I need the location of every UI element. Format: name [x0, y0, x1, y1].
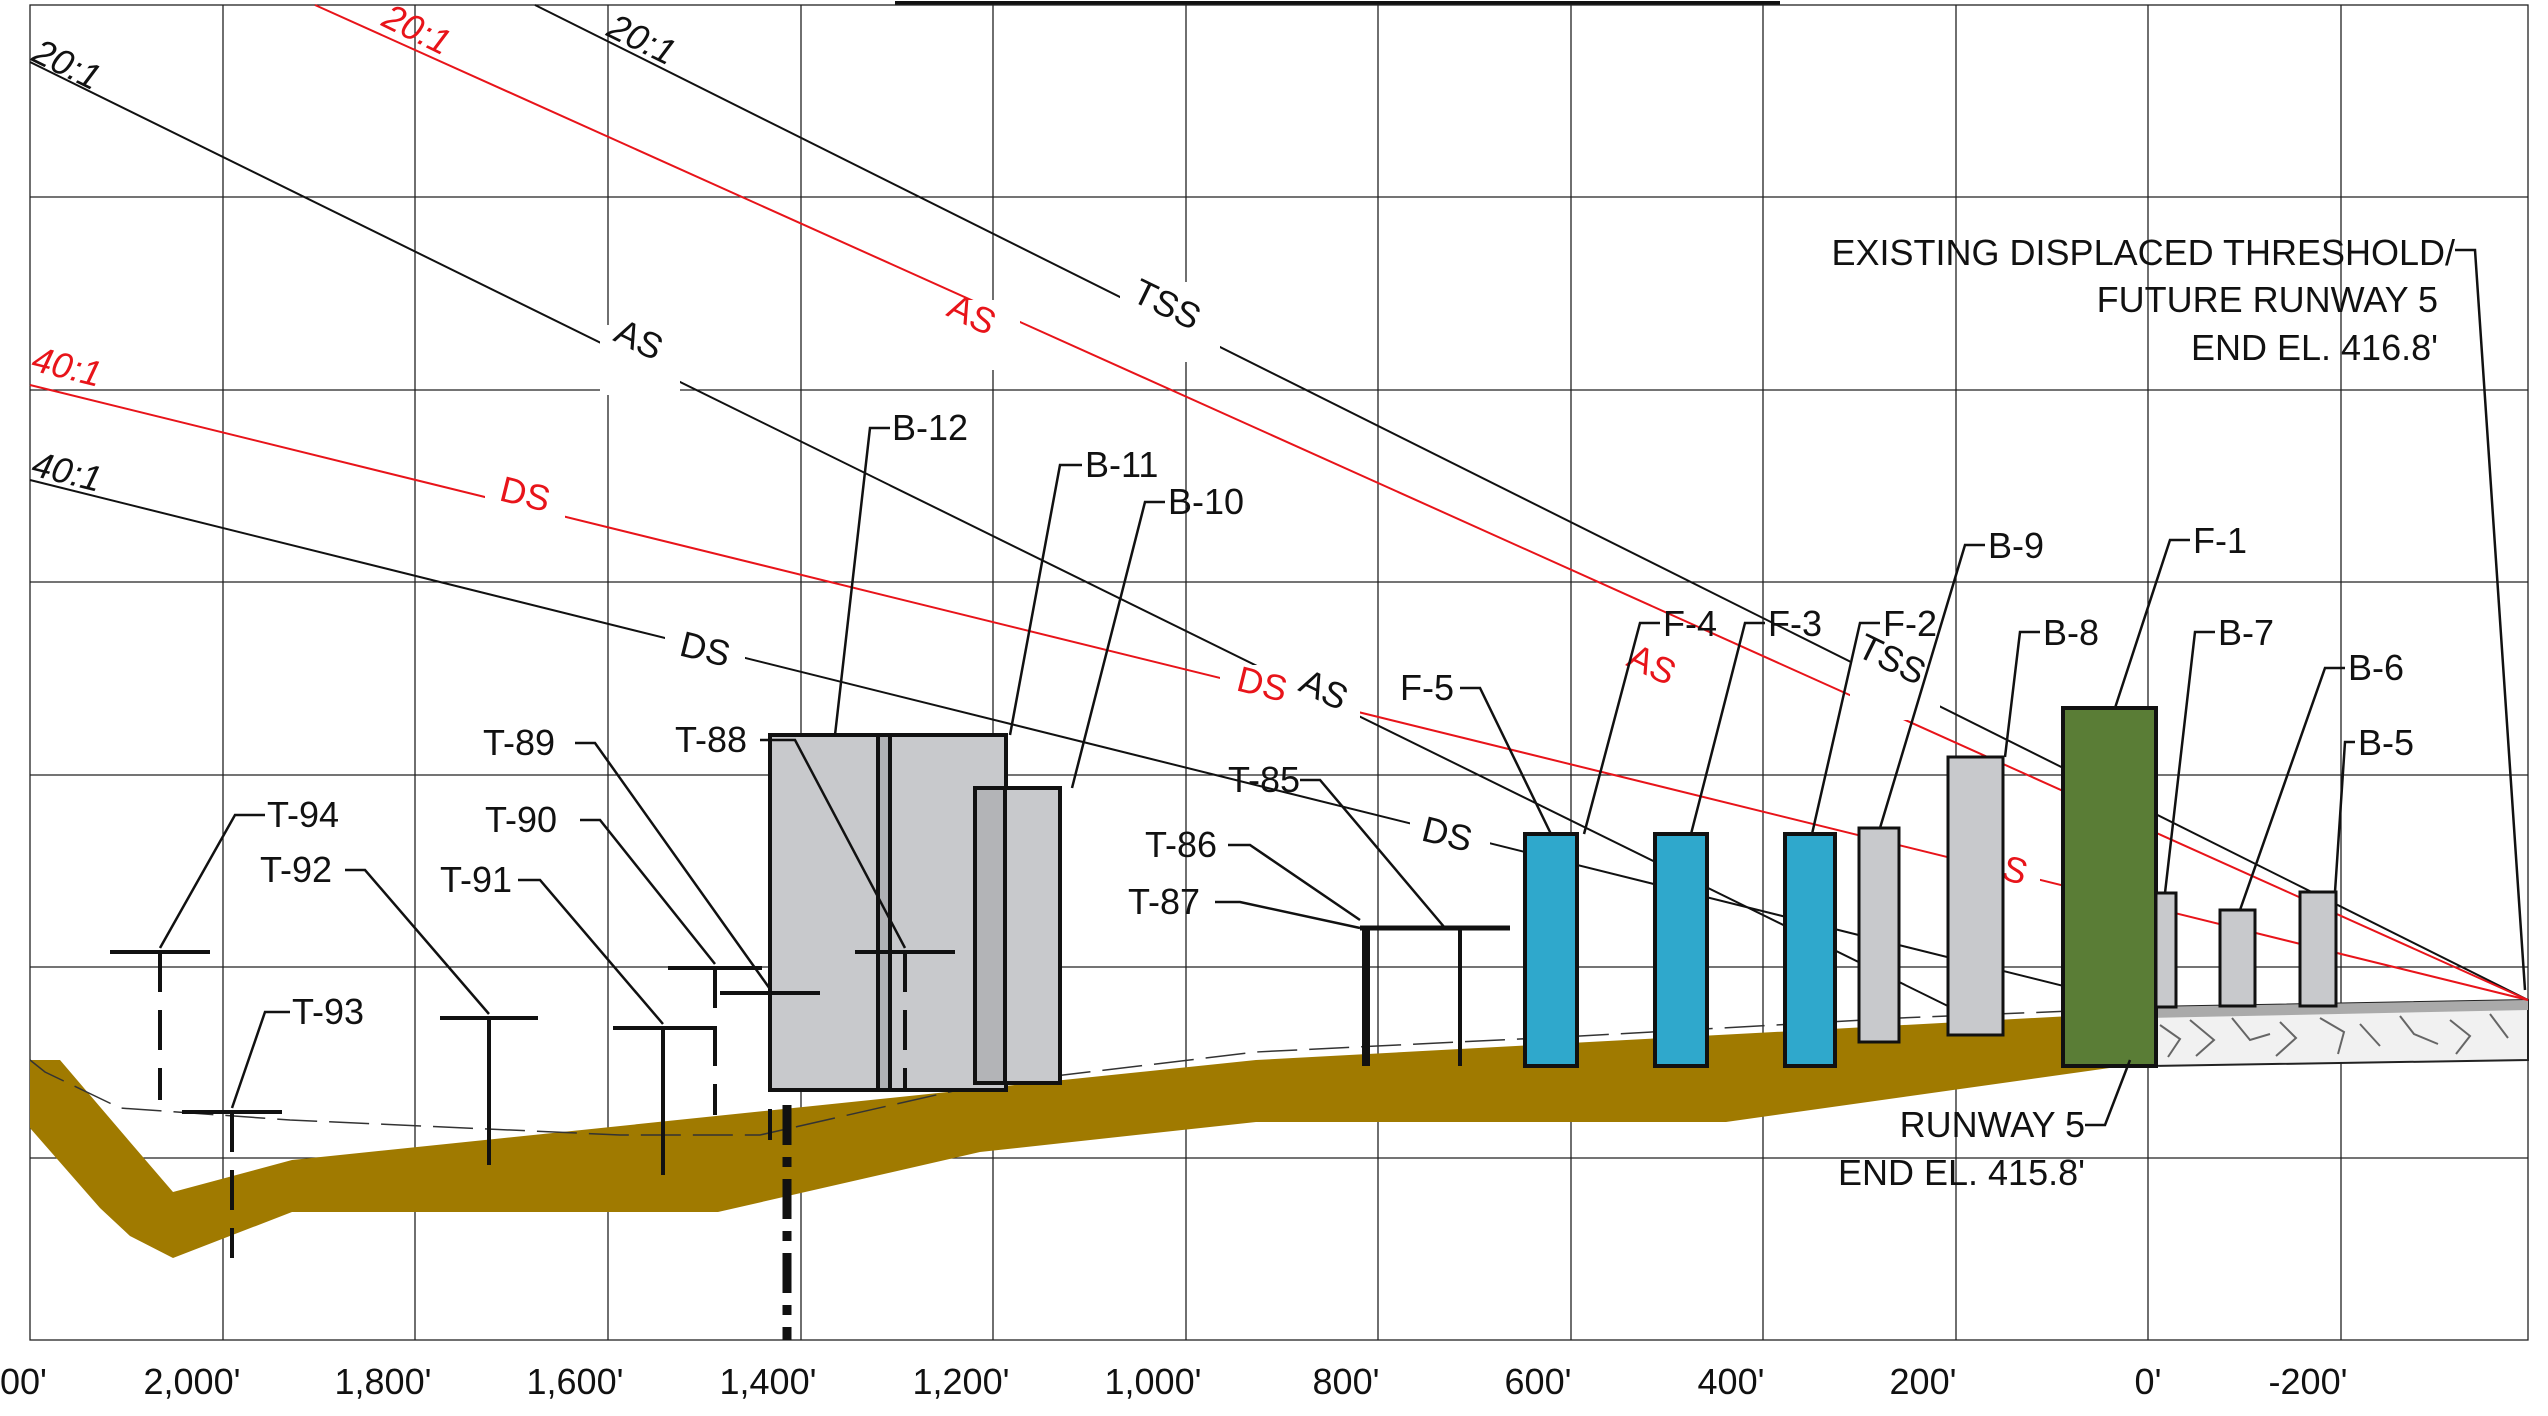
slope-label-black-20-1-right: 20:1 [601, 5, 683, 73]
obstacle-b6 [2218, 908, 2257, 1008]
as-black-20-1-line [29, 61, 1961, 1013]
label-f2: F-2 [1883, 603, 1937, 644]
obstacle-b8 [1946, 755, 2005, 1037]
label-b12: B-12 [892, 407, 968, 448]
x-tick-10: 200' [1890, 1361, 1957, 1402]
threshold-note: EXISTING DISPLACED THRESHOLD/ FUTURE RUN… [1832, 232, 2455, 368]
label-b8: B-8 [2043, 612, 2099, 653]
runway-note-line2: END EL. 415.8' [1838, 1152, 2085, 1193]
label-t87: T-87 [1128, 881, 1200, 922]
label-t93: T-93 [292, 991, 364, 1032]
label-f5: F-5 [1400, 667, 1454, 708]
x-tick-11: 0' [2135, 1361, 2162, 1402]
label-b10: B-10 [1168, 481, 1244, 522]
label-t90: T-90 [485, 799, 557, 840]
label-f3: F-3 [1768, 603, 1822, 644]
x-tick-0: 00' [0, 1361, 47, 1402]
tss-20-1-line [534, 4, 2529, 1001]
label-b11: B-11 [1085, 444, 1158, 485]
x-tick-2: 1,800' [335, 1361, 432, 1402]
x-tick-4: 1,400' [720, 1361, 817, 1402]
label-f1: F-1 [2193, 520, 2247, 561]
label-t89: T-89 [483, 722, 555, 763]
label-b5: B-5 [2358, 722, 2414, 763]
x-tick-9: 400' [1698, 1361, 1765, 1402]
threshold-note-line3: END EL. 416.8' [2191, 327, 2438, 368]
x-axis: 00' 2,000' 1,800' 1,600' 1,400' 1,200' 1… [0, 1361, 2347, 1402]
x-tick-8: 600' [1505, 1361, 1572, 1402]
as-red-20-1-line [314, 4, 2529, 1001]
runway-pavement [2147, 998, 2529, 1068]
label-b6: B-6 [2348, 647, 2404, 688]
label-t91: T-91 [440, 859, 512, 900]
x-tick-7: 800' [1313, 1361, 1380, 1402]
label-t88: T-88 [675, 719, 747, 760]
x-tick-3: 1,600' [527, 1361, 624, 1402]
runway-note-line1: RUNWAY 5 [1900, 1104, 2085, 1145]
obstacle-f1 [2061, 706, 2158, 1068]
threshold-note-line2: FUTURE RUNWAY 5 [2097, 279, 2438, 320]
x-tick-1: 2,000' [144, 1361, 241, 1402]
label-b7: B-7 [2218, 612, 2274, 653]
runway-note: RUNWAY 5 END EL. 415.8' [1838, 1104, 2085, 1193]
label-t86: T-86 [1145, 824, 1217, 865]
slope-label-black-40-1: 40:1 [28, 443, 106, 500]
obstacle-f3 [1783, 832, 1837, 1068]
building-group-b10-b12 [768, 733, 1062, 1092]
obstacle-b7 [2154, 891, 2178, 1009]
label-t94: T-94 [267, 794, 339, 835]
x-tick-6: 1,000' [1105, 1361, 1202, 1402]
x-tick-5: 1,200' [913, 1361, 1010, 1402]
tree-symbols [110, 925, 1510, 1258]
grid [29, 4, 2529, 1341]
threshold-note-line1: EXISTING DISPLACED THRESHOLD/ [1832, 232, 2455, 273]
slope-label-red-20-1: 20:1 [376, 0, 458, 63]
obstacle-b5 [2298, 890, 2338, 1008]
label-t92: T-92 [260, 849, 332, 890]
x-tick-12: -200' [2269, 1361, 2348, 1402]
slope-label-black-20-1-left: 20:1 [26, 30, 108, 98]
obstacle-b9 [1857, 826, 1901, 1044]
leader-lines [158, 248, 2527, 1127]
terrain-profile [30, 1012, 2145, 1258]
label-t85: T-85 [1228, 759, 1300, 800]
obstacle-f4 [1653, 832, 1709, 1068]
label-f4: F-4 [1663, 603, 1717, 644]
slope-label-red-40-1: 40:1 [28, 338, 106, 395]
label-b9: B-9 [1988, 525, 2044, 566]
obstacle-f5 [1523, 832, 1579, 1068]
